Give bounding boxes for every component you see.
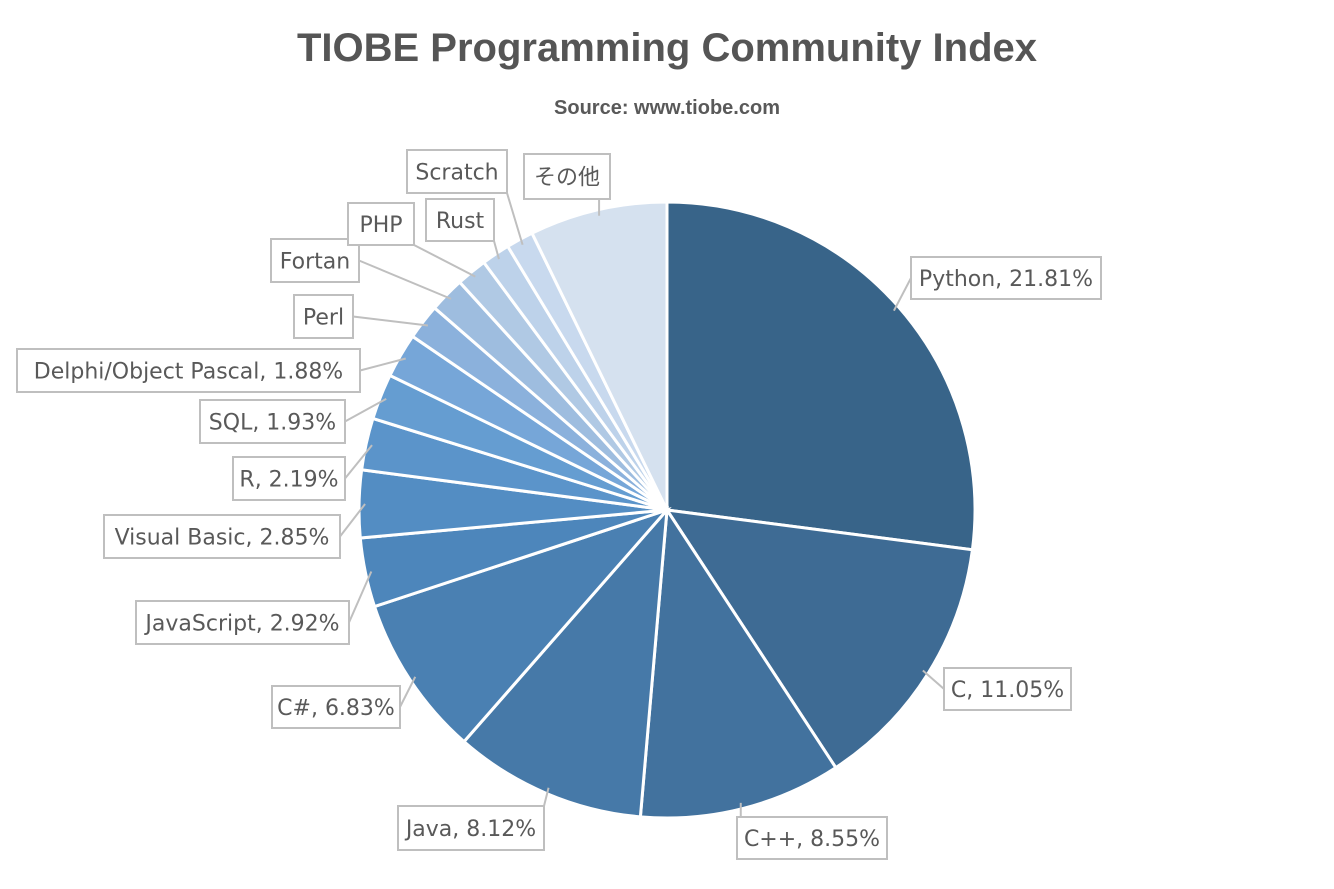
data-label-box (270, 238, 360, 283)
data-label: C, 11.05% (951, 678, 1064, 703)
leader-line (543, 787, 550, 807)
data-label-box (425, 198, 495, 242)
pie-slice-c- (638, 505, 838, 820)
pie-slice-c- (372, 506, 672, 744)
data-label: Perl (303, 306, 344, 331)
data-label-box (347, 202, 415, 246)
data-label-box (910, 256, 1102, 300)
leader-line (506, 192, 524, 246)
data-label: Scratch (415, 161, 498, 186)
data-label-box (523, 153, 611, 200)
data-label-box (199, 399, 346, 444)
leader-line (922, 669, 945, 690)
data-label-box (736, 816, 888, 860)
leader-line (359, 357, 406, 372)
chart-title: TIOBE Programming Community Index (296, 26, 1038, 70)
data-label-box (135, 600, 350, 645)
data-label: R, 2.19% (239, 468, 338, 493)
data-label: C++, 8.55% (744, 827, 880, 852)
data-label: SQL, 1.93% (209, 411, 336, 436)
leader-line (344, 444, 373, 480)
data-label-box (16, 348, 361, 393)
data-label-box (232, 456, 346, 501)
data-label-box (943, 667, 1072, 711)
data-label-box (103, 514, 341, 559)
data-label: JavaScript, 2.92% (143, 612, 339, 637)
pie-slice-- (530, 200, 669, 511)
leader-line (344, 397, 387, 423)
leader-line (348, 571, 373, 623)
pie-slice-python (665, 200, 977, 552)
data-label: C#, 6.83% (277, 696, 395, 721)
data-labels: Python, 21.81% C, 11.05% C++, 8.55% Java, 8… (16, 149, 1102, 860)
data-label-box (293, 294, 354, 339)
data-label: その他 (534, 166, 600, 191)
data-label: Java, 8.12% (404, 817, 536, 842)
chart-subtitle: Source: www.tiobe.com (554, 97, 780, 119)
leader-line (339, 503, 366, 538)
data-label: Visual Basic, 2.85% (115, 526, 330, 551)
data-label: PHP (359, 213, 402, 238)
leader-line (399, 676, 417, 708)
leader-line (358, 259, 452, 300)
data-label-box (406, 149, 508, 194)
data-label: Delphi/Object Pascal, 1.88% (34, 360, 343, 385)
data-label-box (397, 805, 545, 851)
data-label-box (271, 685, 401, 729)
pie-slices (357, 200, 977, 820)
label-leader-lines (339, 192, 945, 817)
leader-line (352, 315, 429, 327)
leader-line (493, 240, 500, 260)
data-label: Fortan (280, 250, 350, 275)
data-label: Rust (436, 209, 485, 234)
leader-line (413, 244, 476, 278)
data-label: Python, 21.81% (919, 267, 1093, 292)
leader-line (893, 277, 912, 312)
